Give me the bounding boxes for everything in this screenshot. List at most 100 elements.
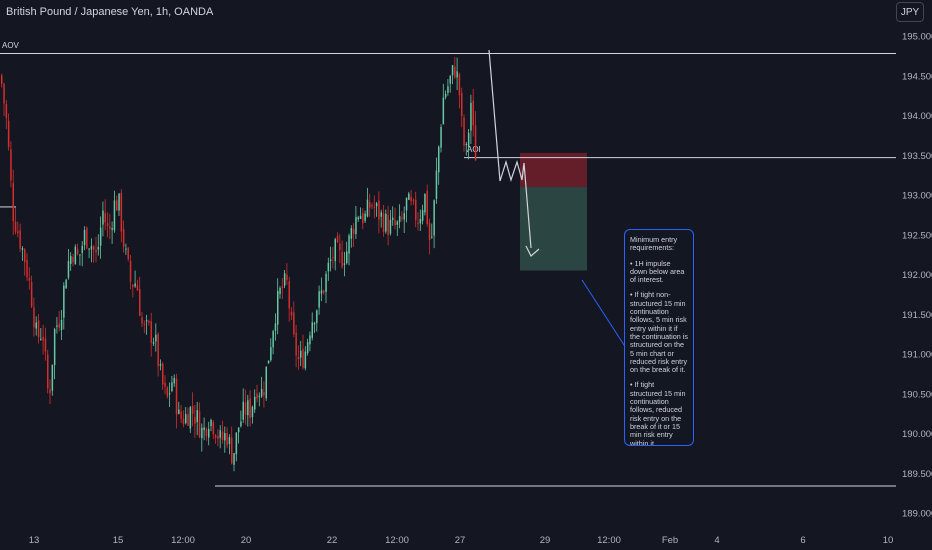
candle-body (277, 290, 279, 325)
candle-body (256, 393, 258, 399)
candle-body (143, 323, 146, 325)
candle-body (86, 227, 88, 249)
candle-body (419, 219, 422, 224)
candle-body (113, 200, 116, 231)
candle-body (362, 213, 364, 224)
candle-body (316, 310, 318, 323)
stop-loss-zone[interactable] (520, 152, 587, 188)
x-tick-label: 6 (800, 535, 805, 546)
candle-body (17, 231, 19, 234)
candle-body (221, 431, 224, 440)
x-tick-label: 27 (455, 535, 466, 546)
candle-body (191, 406, 194, 414)
candle-body (125, 248, 127, 250)
candle-body (19, 230, 21, 249)
projection-path[interactable] (488, 49, 532, 249)
candle-body (263, 391, 265, 396)
x-tick-label: 10 (883, 535, 894, 546)
y-tick-label: 190.500 (902, 389, 932, 400)
candle-body (51, 364, 54, 391)
candle-body (355, 216, 357, 234)
candle-body (141, 317, 143, 324)
y-tick-label: 189.500 (902, 469, 932, 480)
candle-body (74, 246, 77, 265)
candle-body (26, 259, 28, 278)
candle-body (309, 335, 311, 345)
candle-body (346, 251, 348, 264)
currency-button[interactable]: JPY (896, 2, 924, 22)
candle-body (88, 248, 90, 250)
candle-body (286, 274, 288, 280)
candle-body (7, 120, 10, 148)
candle-body (217, 435, 219, 439)
candle-body (104, 213, 106, 223)
candle-body (392, 217, 394, 220)
candle-body (465, 143, 468, 145)
x-tick-label: 29 (540, 535, 551, 546)
x-tick-label: 12:00 (385, 535, 409, 546)
candle-body (228, 437, 231, 444)
candle-body (180, 411, 182, 419)
candle-body (240, 421, 242, 427)
candle-body (396, 221, 399, 225)
candle-body (293, 312, 295, 335)
candle-body (387, 215, 389, 236)
candle-body (447, 86, 449, 94)
y-tick-label: 189.000 (902, 509, 932, 520)
candle-body (134, 283, 136, 287)
candle-body (274, 323, 277, 331)
candle-body (116, 200, 118, 211)
candle-body (458, 74, 461, 96)
candle-body (279, 287, 281, 294)
candle-body (382, 213, 385, 233)
candle-body (136, 285, 139, 291)
y-tick-label: 192.000 (902, 270, 932, 281)
candle-body (311, 322, 313, 338)
candle-body (118, 193, 120, 211)
candle-body (343, 263, 346, 265)
candle-body (127, 248, 129, 260)
candle-body (461, 93, 463, 116)
candle-body (357, 217, 359, 220)
take-profit-zone[interactable] (520, 187, 587, 271)
candle-body (336, 236, 339, 243)
candle-body (1, 75, 3, 84)
x-tick-label: 15 (113, 535, 124, 546)
x-tick-label: 22 (327, 535, 338, 546)
candle-body (205, 428, 208, 437)
candle-body (435, 170, 438, 199)
candle-body (58, 323, 60, 328)
candle-body (341, 251, 343, 268)
candle-body (189, 407, 192, 429)
candle-body (421, 210, 424, 221)
candle-body (171, 382, 173, 391)
x-tick-label: 12:00 (171, 535, 195, 546)
candle-body (12, 183, 14, 222)
candle-body (385, 213, 387, 232)
candle-body (401, 217, 403, 219)
candle-body (214, 435, 217, 438)
y-tick-label: 195.000 (902, 32, 932, 43)
candle-body (389, 219, 392, 234)
x-tick-label: 4 (714, 535, 719, 546)
candle-body (281, 286, 284, 289)
candle-body (99, 227, 102, 246)
candle-body (348, 235, 350, 254)
candle-body (433, 200, 435, 236)
candle-body (139, 288, 141, 316)
candle-body (49, 389, 51, 394)
candle-body (231, 437, 233, 464)
candle-body (60, 319, 63, 330)
candle-body (258, 395, 261, 397)
candle-body (5, 103, 8, 118)
candle-body (145, 320, 148, 322)
candle-body (162, 363, 164, 385)
candle-body (76, 249, 79, 254)
candle-body (201, 427, 203, 439)
candle-body (97, 246, 100, 250)
candle-body (35, 322, 37, 329)
chart-title: British Pound / Japanese Yen, 1h, OANDA (6, 6, 214, 18)
entry-requirements-note[interactable]: Minimum entry requirements: • 1H impulse … (624, 229, 694, 446)
candle-body (168, 393, 171, 395)
